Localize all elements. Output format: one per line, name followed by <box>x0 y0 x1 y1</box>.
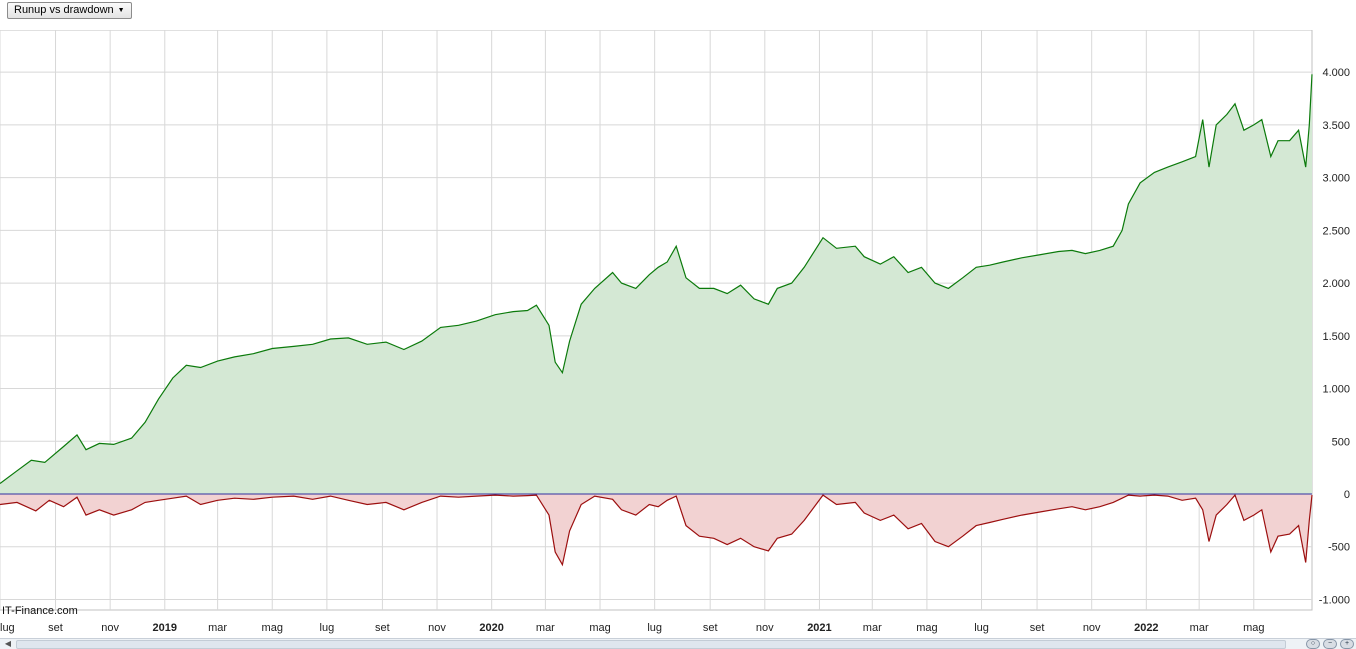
zoom-reset-icon[interactable]: ○ <box>1306 639 1320 649</box>
x-tick-label: mag <box>1243 622 1264 634</box>
x-tick-label: lug <box>320 622 335 634</box>
x-tick-label: set <box>703 622 718 634</box>
x-tick-label: nov <box>428 622 446 634</box>
y-tick-label: 2.000 <box>1322 278 1350 290</box>
zoom-out-icon[interactable]: − <box>1323 639 1337 649</box>
x-tick-label: 2019 <box>153 622 177 634</box>
x-tick-label: mar <box>208 622 227 634</box>
runup-line <box>0 74 1313 484</box>
watermark-text: IT-Finance.com <box>2 605 78 617</box>
y-tick-label: 2.500 <box>1322 225 1350 237</box>
x-tick-label: mar <box>536 622 555 634</box>
x-tick-label: mag <box>262 622 283 634</box>
x-tick-label: mar <box>863 622 882 634</box>
x-tick-label: mag <box>589 622 610 634</box>
drawdown-line <box>0 493 1313 567</box>
chart-type-dropdown[interactable]: Runup vs drawdown ▼ <box>7 2 132 19</box>
y-tick-label: 1.500 <box>1322 331 1350 343</box>
nav-controls: ○ − + <box>1306 639 1354 649</box>
chart-type-label: Runup vs drawdown <box>14 4 114 16</box>
x-tick-label: nov <box>1083 622 1101 634</box>
drawdown-area <box>0 494 1312 565</box>
scrollbar-thumb[interactable] <box>16 640 1286 649</box>
x-tick-label: 2021 <box>807 622 831 634</box>
scroll-left-arrow-icon[interactable]: ◀ <box>4 639 12 648</box>
x-tick-label: 2022 <box>1134 622 1158 634</box>
runup-drawdown-chart: 4.000 3.500 3.000 2.500 2.000 1.500 1.000 500 0 -… <box>0 30 1350 634</box>
chart-toolbar: Runup vs drawdown ▼ <box>0 0 1356 30</box>
axes: 4.000 3.500 3.000 2.500 2.000 1.500 1.000 500 0 -… <box>0 67 1350 634</box>
x-tick-label: nov <box>101 622 119 634</box>
time-scrollbar[interactable]: ◀ ○ − + <box>0 638 1356 649</box>
areas <box>0 74 1312 565</box>
y-tick-label: 3.000 <box>1322 173 1350 185</box>
x-tick-label: 2020 <box>479 622 503 634</box>
x-tick-label: lug <box>647 622 662 634</box>
y-tick-label: 500 <box>1332 436 1350 448</box>
x-tick-label: set <box>48 622 63 634</box>
chevron-down-icon: ▼ <box>117 7 125 14</box>
x-tick-label: set <box>1030 622 1045 634</box>
series-lines <box>0 74 1313 567</box>
y-tick-label: -500 <box>1328 542 1350 554</box>
y-tick-label: 1.000 <box>1322 384 1350 396</box>
y-tick-label: 4.000 <box>1322 67 1350 79</box>
zoom-in-icon[interactable]: + <box>1340 639 1354 649</box>
runup-area <box>0 74 1312 495</box>
x-tick-label: mag <box>916 622 937 634</box>
y-tick-label: -1.000 <box>1319 594 1350 606</box>
x-tick-label: nov <box>756 622 774 634</box>
y-tick-label: 0 <box>1344 489 1350 501</box>
y-tick-label: 3.500 <box>1322 120 1350 132</box>
x-tick-label: mar <box>1190 622 1209 634</box>
x-tick-label: set <box>375 622 390 634</box>
x-tick-label: lug <box>974 622 989 634</box>
x-tick-label: lug <box>0 622 15 634</box>
